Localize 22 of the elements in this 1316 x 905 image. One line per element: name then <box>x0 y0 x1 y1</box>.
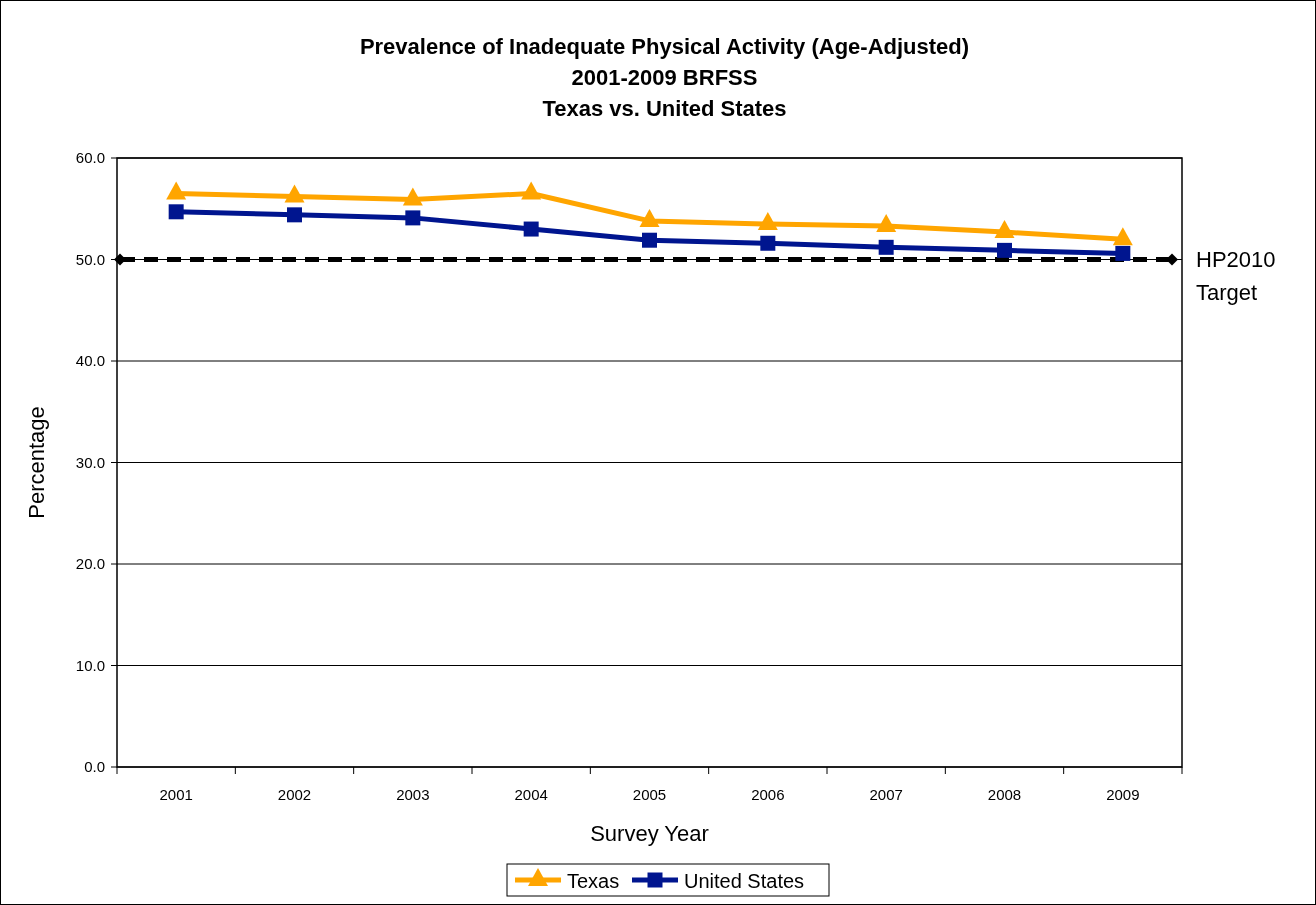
x-tick-label: 2006 <box>751 786 785 803</box>
legend-label: Texas <box>567 870 620 892</box>
x-tick-label: 2008 <box>987 786 1022 803</box>
y-tick-label: 20.0 <box>75 555 105 573</box>
y-tick-label: 0.0 <box>84 758 105 776</box>
y-tick-label: 30.0 <box>75 453 105 471</box>
legend-label: United States <box>684 870 805 892</box>
chart-title: Prevalence of Inadequate Physical Activity (Age-Adjusted) 2001-2009 BRFSS Texas vs. United States <box>359 34 970 121</box>
x-tick-label: 2002 <box>277 786 312 803</box>
y-tick-label: 60.0 <box>75 149 105 167</box>
x-tick-label: 2001 <box>159 786 193 803</box>
y-tick-label: 10.0 <box>75 656 105 674</box>
x-tick-label: 2003 <box>396 786 430 803</box>
x-tick-label: 2009 <box>1106 786 1140 803</box>
ref-line-label: HP2010 Target <box>1196 246 1276 305</box>
y-tick-label: 50.0 <box>75 250 105 268</box>
x-tick-label: 2007 <box>869 786 903 803</box>
x-axis-title: Survey Year <box>590 821 709 846</box>
y-tick-label: 40.0 <box>75 352 105 370</box>
x-tick-label: 2005 <box>632 786 667 803</box>
y-axis-title: Percentage <box>24 406 49 519</box>
x-tick-label: 2004 <box>514 786 548 803</box>
